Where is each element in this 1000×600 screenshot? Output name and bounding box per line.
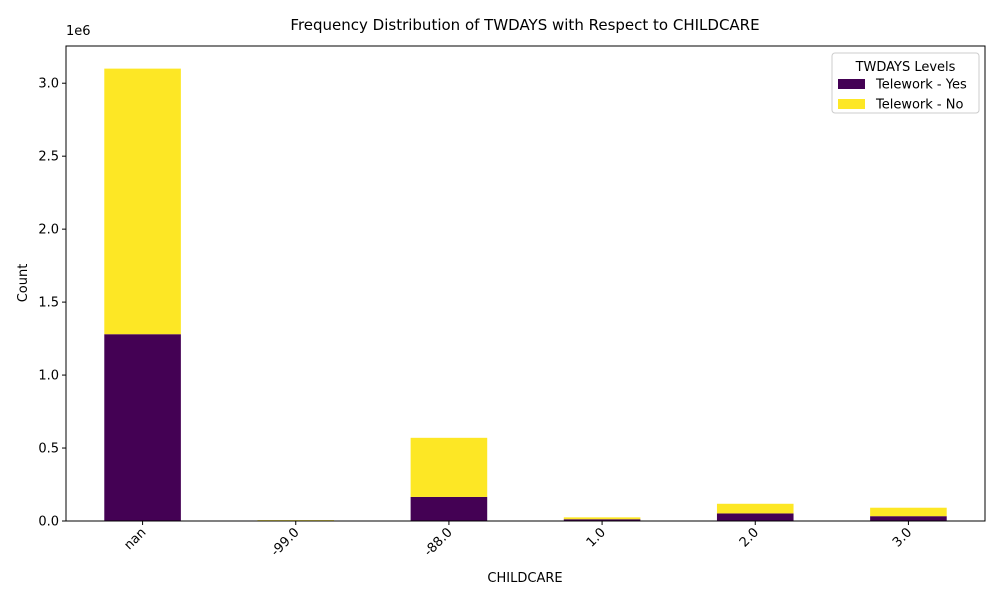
legend-entry: Telework - No xyxy=(875,98,963,113)
chart-title: Frequency Distribution of TWDAYS with Re… xyxy=(290,16,759,34)
y-axis-label: Count xyxy=(16,264,31,303)
bar-telework-yes-5 xyxy=(870,516,947,521)
legend-box xyxy=(831,52,980,114)
bar-telework-no-2 xyxy=(410,437,488,497)
x-tick-label: 1.0 xyxy=(584,525,609,550)
y-axis: 0.0 0.5 1.0 1.5 2.0 2.5 3.0 xyxy=(38,77,66,530)
legend-items: Telework - Yes Telework - No xyxy=(838,78,967,113)
bar-telework-no-3 xyxy=(563,517,641,520)
legend-entry: Telework - Yes xyxy=(875,78,967,93)
x-axis-label: CHILDCARE xyxy=(487,571,562,586)
bar-telework-no-5 xyxy=(870,507,947,517)
legend: TWDAYS Levels Telework - Yes Telework - N… xyxy=(831,52,980,114)
y-tick-label: 2.0 xyxy=(38,223,59,238)
y-tick-label: 1.0 xyxy=(38,369,59,384)
y-tick-label: 1.5 xyxy=(38,296,59,311)
bar-telework-yes-0 xyxy=(104,334,181,521)
y-tick-label: 0.5 xyxy=(38,442,59,457)
x-tick-label: -88.0 xyxy=(421,525,455,559)
y-tick-label: 0.0 xyxy=(38,515,59,530)
y-tick-label: 2.5 xyxy=(38,150,59,165)
bar-telework-yes-4 xyxy=(716,513,794,521)
legend-swatch xyxy=(838,79,865,89)
x-tick-label: 2.0 xyxy=(737,525,762,550)
x-axis: nan -99.0 -88.0 1.0 2.0 3.0 xyxy=(122,521,915,560)
plot-frame xyxy=(65,45,986,522)
x-tick-label: -99.0 xyxy=(268,525,302,559)
y-tick-label: 3.0 xyxy=(38,77,59,92)
bar-telework-no-1 xyxy=(257,520,335,521)
bar-telework-yes-3 xyxy=(563,519,641,521)
legend-swatch xyxy=(838,99,865,109)
x-tick-label: 3.0 xyxy=(890,525,915,550)
bar-telework-no-4 xyxy=(716,503,794,514)
x-tick-label: nan xyxy=(122,525,150,553)
bar-telework-no-0 xyxy=(104,68,181,335)
bar-telework-yes-2 xyxy=(410,496,488,521)
bars-group xyxy=(104,68,947,521)
y-axis-scale-label: 1e6 xyxy=(66,24,91,39)
legend-title: TWDAYS Levels xyxy=(855,60,956,75)
